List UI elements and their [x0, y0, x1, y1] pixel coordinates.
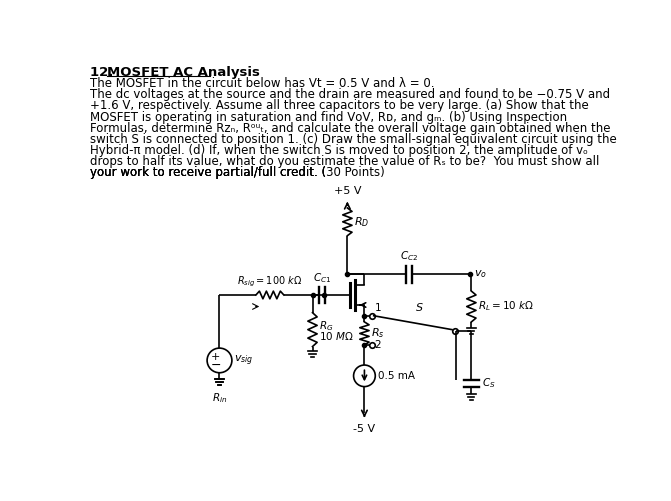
Text: −: −: [211, 359, 221, 372]
Text: $C_S$: $C_S$: [482, 377, 496, 390]
Text: $v_{sig}$: $v_{sig}$: [234, 353, 254, 368]
Text: -5 V: -5 V: [354, 423, 376, 433]
Text: MOSFET AC Analysis: MOSFET AC Analysis: [107, 66, 260, 79]
Text: 2: 2: [374, 340, 381, 350]
Text: 1: 1: [374, 304, 381, 314]
Text: Formulas, determine Rᴢₙ, Rᵒᵘₜ, and calculate the overall voltage gain obtained w: Formulas, determine Rᴢₙ, Rᵒᵘₜ, and calcu…: [90, 122, 611, 135]
Text: $R_s$: $R_s$: [372, 327, 385, 340]
Text: $R_L = 10\ k\Omega$: $R_L = 10\ k\Omega$: [478, 300, 535, 314]
Text: $R_{in}$: $R_{in}$: [212, 391, 227, 405]
Text: +: +: [211, 352, 220, 362]
Text: $R_D$: $R_D$: [354, 215, 370, 229]
Text: S: S: [415, 303, 423, 313]
Text: $C_{C2}$: $C_{C2}$: [401, 249, 419, 264]
Text: your work to receive partial/full credit. (: your work to receive partial/full credit…: [90, 166, 326, 179]
Text: The MOSFET in the circuit below has Vt = 0.5 V and λ = 0.: The MOSFET in the circuit below has Vt =…: [90, 77, 435, 90]
Text: 0.5 mA: 0.5 mA: [378, 371, 415, 381]
Text: $R_G$: $R_G$: [319, 319, 334, 333]
Text: $v_o$: $v_o$: [474, 268, 487, 280]
Text: +5 V: +5 V: [333, 186, 361, 195]
Text: switch S is connected to position 1. (c) Draw the small-signal equivalent circui: switch S is connected to position 1. (c)…: [90, 133, 617, 146]
Text: $C_{C1}$: $C_{C1}$: [313, 271, 331, 285]
Text: Hybrid-π model. (d) If, when the switch S is moved to position 2, the amplitude : Hybrid-π model. (d) If, when the switch …: [90, 144, 588, 157]
Text: $R_{sig} = 100\ k\Omega$: $R_{sig} = 100\ k\Omega$: [238, 275, 303, 289]
Text: The dc voltages at the source and the drain are measured and found to be −0.75 V: The dc voltages at the source and the dr…: [90, 88, 610, 101]
Text: 12.: 12.: [90, 66, 118, 79]
Text: +1.6 V, respectively. Assume all three capacitors to be very large. (a) Show tha: +1.6 V, respectively. Assume all three c…: [90, 99, 589, 112]
Text: your work to receive partial/full credit. (: your work to receive partial/full credit…: [90, 166, 326, 179]
Text: drops to half its value, what do you estimate the value of Rₛ to be?  You must s: drops to half its value, what do you est…: [90, 155, 599, 168]
Text: $10\ M\Omega$: $10\ M\Omega$: [319, 330, 354, 342]
Text: MOSFET is operating in saturation and find VᴏV, Rᴅ, and gₘ. (b) Using Inspection: MOSFET is operating in saturation and fi…: [90, 111, 567, 124]
Text: your work to receive partial/full credit. (30 Points): your work to receive partial/full credit…: [90, 166, 385, 179]
